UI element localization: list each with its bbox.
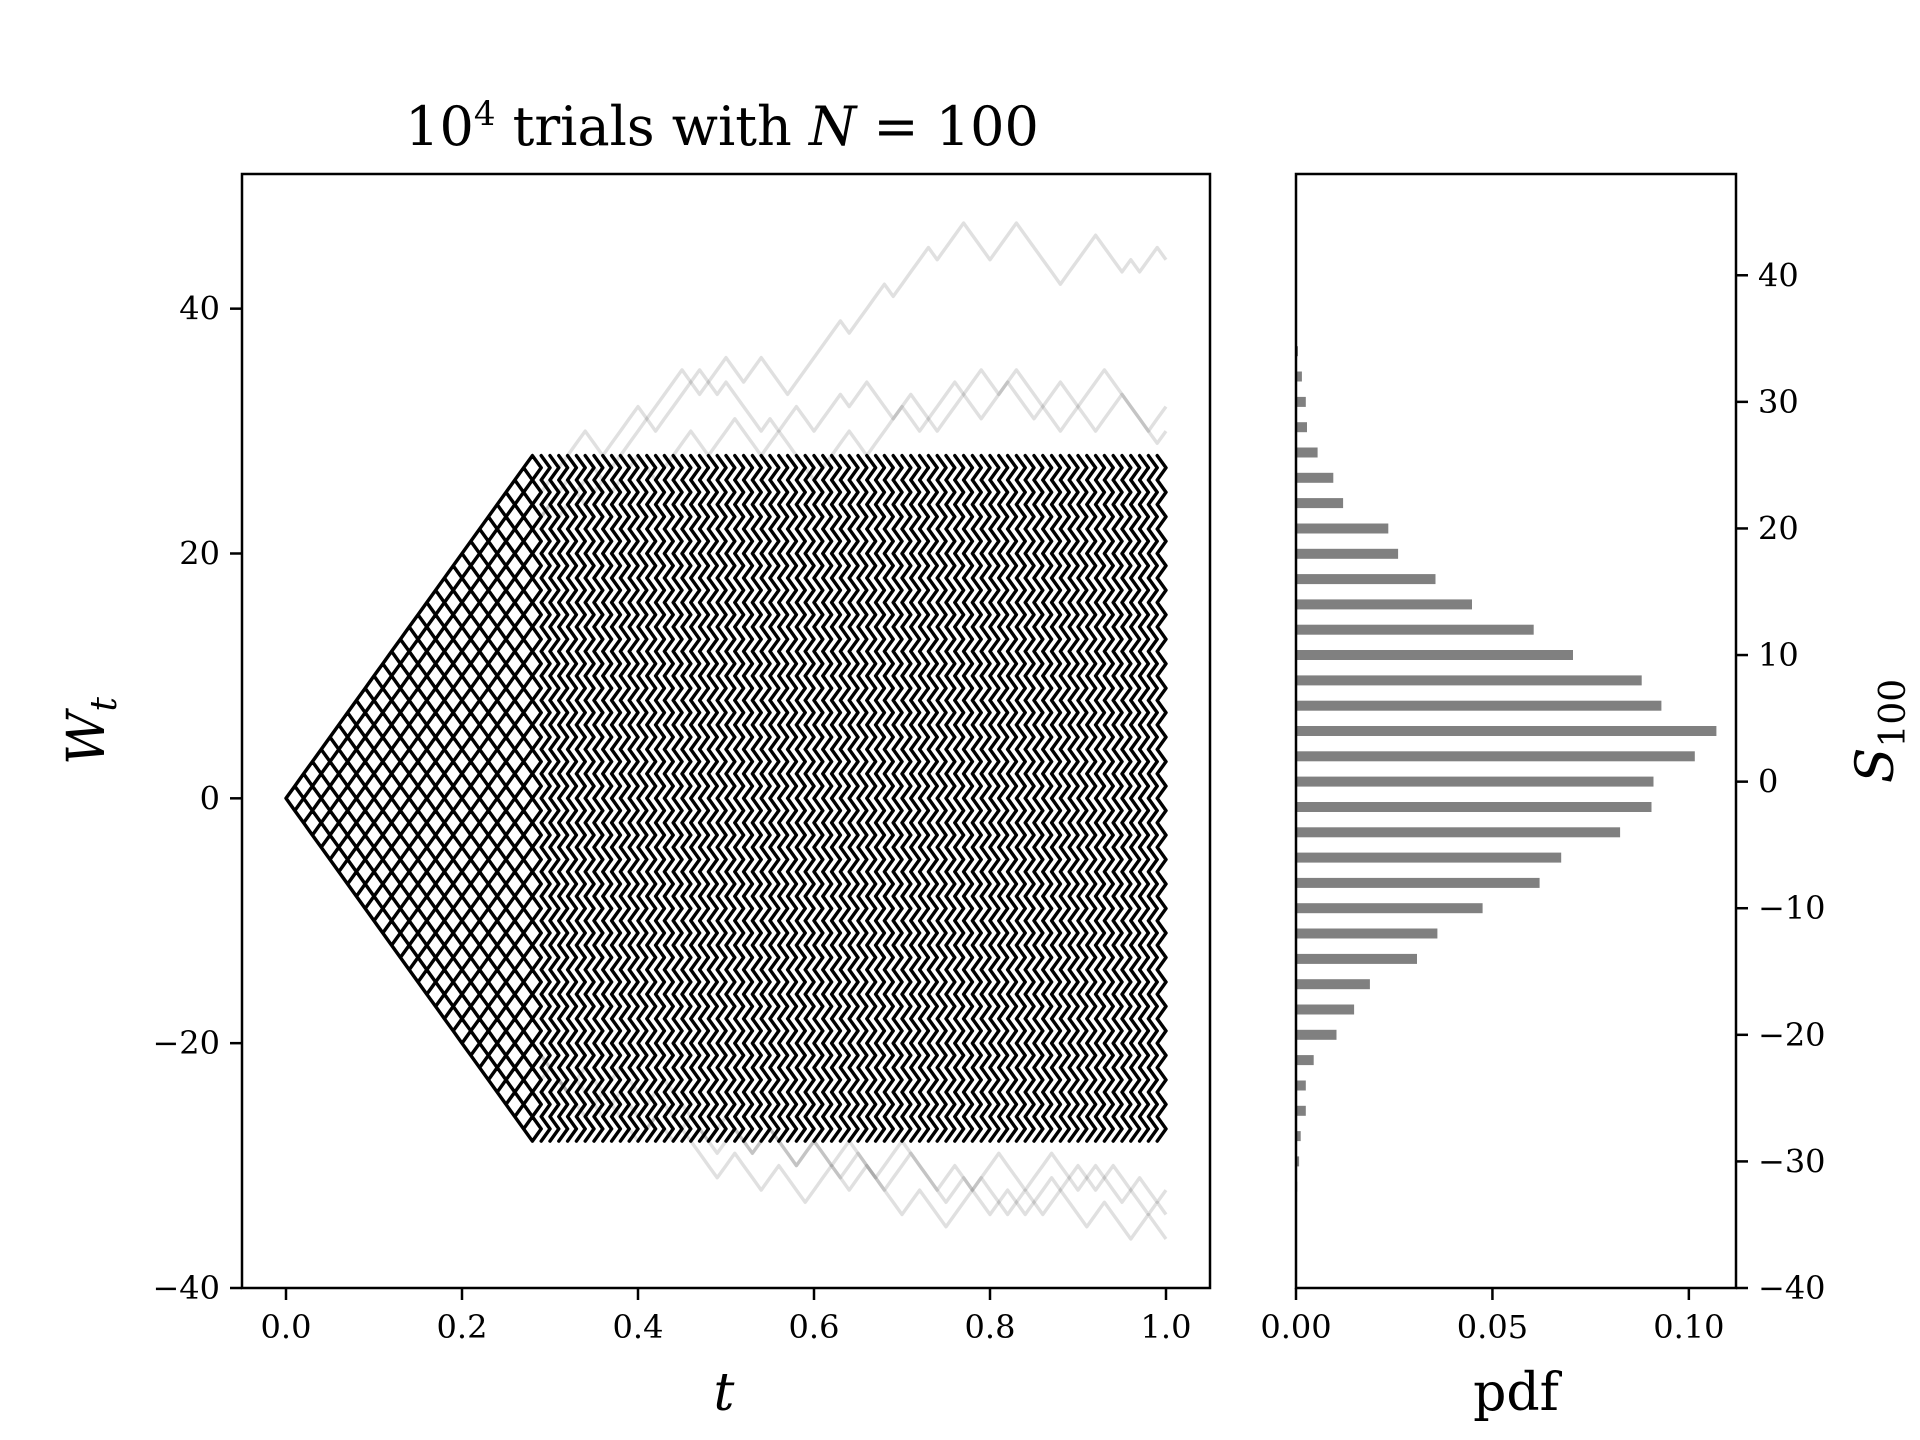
x-tick-label: 0.4	[613, 1308, 664, 1346]
histogram-bar	[1296, 1004, 1355, 1015]
hist-x-axis: 0.00 0.05 0.10	[1260, 1288, 1724, 1346]
y-tick-label: 30	[1758, 383, 1799, 421]
y-tick-label: 0	[200, 779, 220, 817]
histogram-bar	[1296, 422, 1307, 433]
histogram-bar	[1296, 498, 1344, 509]
histogram-bar	[1296, 700, 1662, 711]
histogram-bar	[1296, 624, 1534, 635]
y-tick-label: 40	[179, 290, 220, 328]
hist-x-axis-label: pdf	[1473, 1363, 1563, 1423]
y-tick-label: 40	[1758, 256, 1799, 294]
y-tick-label: −20	[1758, 1016, 1826, 1054]
histogram-bar	[1296, 396, 1306, 407]
main-x-axis: 0.0 0.2 0.4 0.6 0.8 1.0	[261, 1288, 1192, 1346]
histogram-bar	[1296, 1080, 1306, 1091]
y-tick-label: −20	[152, 1024, 220, 1062]
x-tick-label: 0.6	[789, 1308, 840, 1346]
histogram-bar	[1296, 726, 1717, 736]
walk-series-line	[284, 797, 1168, 1241]
x-tick-label: 0.0	[261, 1308, 312, 1346]
main-y-axis-label: Wt	[57, 697, 125, 765]
histogram-bar	[1296, 928, 1438, 939]
x-tick-label: 0.2	[437, 1308, 488, 1346]
y-tick-label: 0	[1758, 763, 1778, 801]
x-tick-label: 0.8	[965, 1308, 1016, 1346]
hist-axes-frame	[1294, 172, 1738, 1290]
histogram-chart: 0.00 0.05 0.10 −40 −30 −20 −10 0 10 20 30 40 pdf S…	[1260, 172, 1914, 1423]
histogram-bar	[1296, 979, 1370, 990]
histogram-bar	[1296, 371, 1302, 382]
walk-series-line	[284, 797, 1168, 1229]
histogram-bar	[1296, 1105, 1306, 1116]
histogram-bar	[1296, 1055, 1314, 1066]
y-tick-label: −30	[1758, 1142, 1826, 1180]
histogram-bar	[1296, 447, 1318, 458]
y-tick-label: 10	[1758, 636, 1799, 674]
histogram-bar	[1296, 650, 1573, 660]
histogram-bar	[1296, 953, 1417, 964]
histogram-bar	[1296, 1131, 1301, 1142]
y-tick-label: −10	[1758, 889, 1826, 927]
hist-y-axis: −40 −30 −20 −10 0 10 20 30 40	[1736, 256, 1826, 1307]
walk-series-line	[284, 221, 1168, 800]
x-tick-label: 1.0	[1141, 1308, 1192, 1346]
main-x-axis-label: t	[714, 1363, 735, 1423]
histogram-bar	[1296, 1029, 1337, 1040]
main-y-axis: −40 −20 0 20 40	[152, 290, 242, 1307]
histogram-bar	[1296, 1156, 1300, 1167]
walk-series-line	[284, 797, 1168, 1205]
x-tick-label: 0.00	[1260, 1308, 1331, 1346]
histogram-bar	[1296, 548, 1399, 559]
histogram-bar	[1296, 599, 1472, 610]
walk-series-line	[284, 380, 1168, 800]
main-plot-area	[284, 221, 1168, 1241]
chart-title: 104 trials with N = 100	[405, 94, 1039, 158]
hist-y-axis-label: S100	[1846, 679, 1914, 783]
random-walk-chart: 104 trials with N = 100 0.0 0.2 0.4 0.6 0.8 1…	[57, 94, 1212, 1423]
histogram-bar	[1296, 852, 1562, 863]
histogram-bar	[1296, 877, 1540, 888]
outlier-paths	[284, 221, 1168, 1241]
histogram-bar	[1296, 574, 1436, 585]
histogram-bar	[1296, 903, 1483, 914]
histogram-bar	[1296, 802, 1652, 812]
walk-series-line	[284, 368, 1168, 800]
histogram-bar	[1296, 776, 1654, 787]
y-tick-label: −40	[1758, 1269, 1826, 1307]
histogram-bar	[1296, 827, 1621, 838]
y-tick-label: 20	[1758, 509, 1799, 547]
y-tick-label: 20	[179, 534, 220, 572]
x-tick-label: 0.05	[1457, 1308, 1528, 1346]
lattice-paths	[284, 453, 1168, 1143]
histogram-bars	[1296, 346, 1717, 1192]
histogram-bar	[1296, 472, 1334, 483]
histogram-bar	[1296, 675, 1642, 686]
main-axes-frame	[240, 172, 1212, 1290]
x-tick-label: 0.10	[1653, 1308, 1724, 1346]
y-tick-label: −40	[152, 1269, 220, 1307]
histogram-bar	[1296, 523, 1389, 534]
lattice-path	[284, 453, 1168, 1143]
histogram-bar	[1296, 751, 1695, 762]
